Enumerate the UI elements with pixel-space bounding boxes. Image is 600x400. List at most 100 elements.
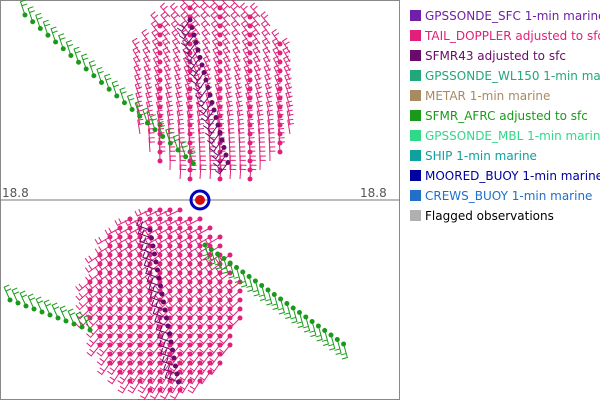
wind-barb — [147, 389, 161, 400]
wind-barb — [172, 55, 181, 72]
wind-dot — [71, 321, 77, 327]
wind-dot — [147, 369, 153, 375]
wind-dot — [107, 324, 113, 330]
wind-dot — [227, 260, 233, 266]
wind-barb — [204, 124, 219, 138]
wind-barb — [164, 371, 179, 383]
legend-swatch — [410, 90, 421, 101]
wind-dot — [176, 379, 181, 385]
wind-barb — [154, 227, 171, 236]
wind-dot — [173, 363, 178, 369]
wind-dot — [237, 288, 243, 294]
wind-barb — [200, 11, 211, 27]
wind-dot — [121, 100, 127, 106]
wind-barb — [145, 267, 160, 279]
wind-barb — [172, 134, 181, 151]
wind-barb — [224, 82, 233, 99]
wind-barb — [151, 299, 166, 311]
wind-barb — [161, 37, 171, 54]
wind-barb — [262, 55, 271, 72]
wind-barb — [191, 0, 201, 9]
wind-dot — [87, 306, 93, 312]
wind-dot — [211, 107, 217, 113]
wind-barb — [273, 64, 282, 81]
wind-barb — [174, 227, 191, 236]
wind-barb — [184, 227, 201, 236]
wind-barb — [210, 11, 221, 27]
wind-barb — [232, 55, 241, 72]
wind-barb — [285, 100, 294, 117]
wind-barb — [219, 2, 231, 18]
wind-barb — [111, 80, 120, 97]
storm-center-ring — [189, 189, 211, 211]
wind-barb — [124, 227, 141, 236]
wind-barb — [182, 42, 197, 55]
wind-dot — [161, 299, 166, 305]
wind-barb — [254, 73, 262, 90]
wind-dot — [297, 310, 302, 315]
wind-dot — [315, 323, 321, 329]
wind-dot — [147, 342, 153, 348]
wind-dot — [107, 315, 113, 321]
wind-dot — [187, 234, 193, 240]
wind-barb — [249, 2, 261, 18]
wind-dot — [207, 333, 213, 339]
wind-dot — [156, 275, 162, 281]
wind-dot — [117, 369, 123, 375]
wind-dot — [147, 360, 153, 366]
wind-barb — [152, 46, 161, 63]
wind-dot — [221, 145, 227, 150]
wind-dot — [207, 270, 213, 276]
wind-barb — [179, 164, 187, 180]
wind-dot — [97, 261, 103, 267]
wind-dot — [217, 32, 223, 38]
wind-barb — [187, 380, 201, 394]
wind-barb — [161, 355, 176, 367]
wind-dot — [217, 333, 223, 339]
wind-dot — [247, 140, 253, 146]
wind-barb — [231, 0, 241, 9]
wind-dot — [187, 252, 193, 258]
wind-barb — [296, 312, 304, 328]
wind-barb — [35, 12, 43, 29]
wind-barb — [198, 102, 213, 115]
wind-dot — [174, 371, 180, 377]
wind-dot — [97, 288, 103, 294]
wind-dot — [187, 288, 193, 294]
legend-label: METAR 1-min marine — [425, 89, 550, 103]
wind-barb — [242, 46, 251, 63]
wind-dot — [197, 234, 203, 240]
wind-barb — [274, 73, 282, 90]
wind-barb — [97, 362, 111, 376]
wind-barb — [75, 311, 84, 328]
wind-dot — [177, 360, 183, 366]
wind-barb — [231, 28, 241, 45]
wind-dot — [217, 130, 223, 135]
wind-barb — [212, 154, 227, 168]
wind-barb — [264, 73, 272, 90]
wind-barb — [315, 325, 323, 342]
wind-barb — [160, 11, 171, 27]
wind-dot — [207, 92, 213, 98]
wind-dot — [167, 297, 173, 303]
wind-dot — [97, 270, 103, 276]
wind-barb — [73, 46, 81, 63]
wind-barb — [208, 249, 216, 265]
wind-barb — [143, 64, 152, 81]
wind-barb — [271, 37, 281, 54]
wind-dot — [167, 216, 173, 222]
wind-barb — [200, 20, 211, 36]
wind-barb — [142, 107, 150, 124]
wind-barb — [42, 19, 51, 36]
wind-dot — [187, 176, 193, 182]
wind-dot — [219, 137, 225, 143]
wind-barb — [151, 37, 161, 54]
wind-dot — [37, 26, 43, 31]
wind-dot — [199, 62, 205, 68]
wind-dot — [221, 256, 227, 261]
wind-dot — [177, 234, 183, 240]
wind-barb — [96, 344, 111, 357]
wind-dot — [165, 323, 171, 329]
wind-dot — [147, 227, 153, 233]
wind-dot — [187, 32, 193, 38]
